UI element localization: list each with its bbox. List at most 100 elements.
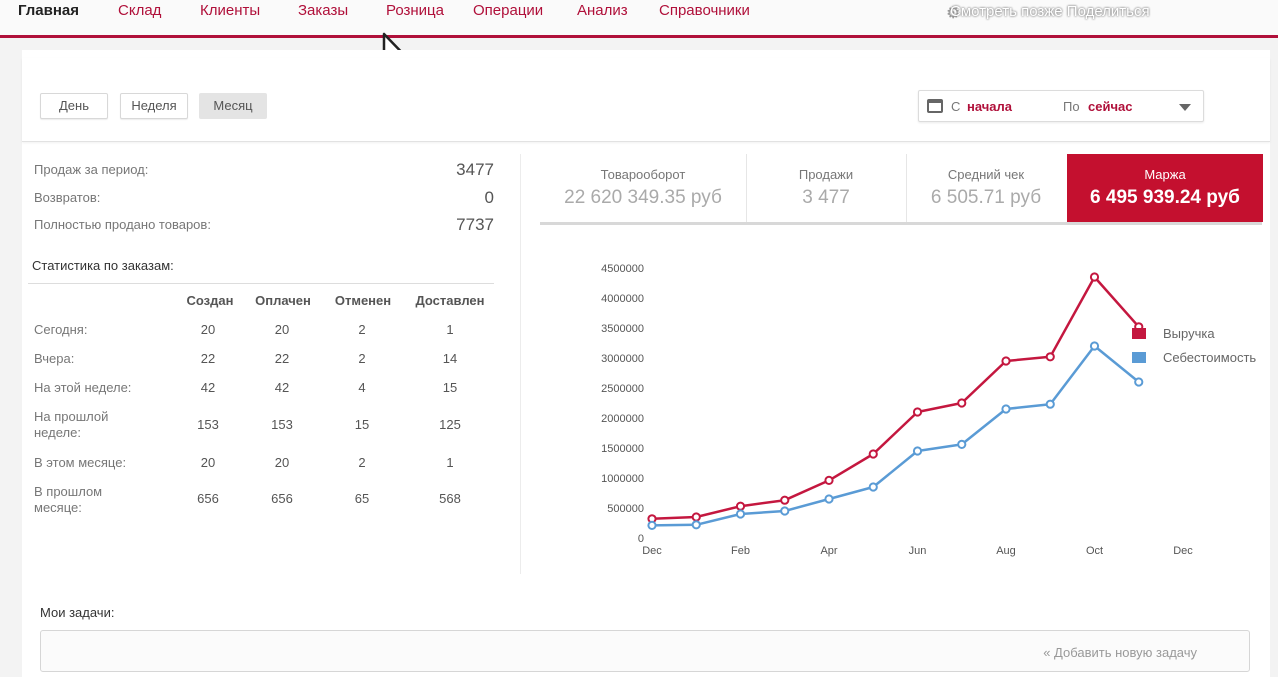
table-cell: 656 [271, 491, 293, 506]
legend-swatch [1132, 352, 1146, 363]
nav-item-operations[interactable]: Операции [473, 2, 544, 19]
data-point [735, 501, 746, 511]
x-tick-label: Apr [820, 545, 837, 557]
period-month-button[interactable]: Месяц [199, 93, 267, 119]
series-line-revenue [651, 275, 1140, 521]
table-cell: 125 [439, 417, 461, 432]
table-cell: 15 [354, 417, 370, 432]
kpi-tab-average-check[interactable]: Средний чек 6 505.71 руб [906, 154, 1066, 222]
orders-stats-title: Статистика по заказам: [32, 258, 174, 273]
y-tick-label: 0 [638, 533, 644, 545]
table-cell: 20 [274, 455, 290, 470]
y-tick-label: 2000000 [601, 413, 644, 425]
x-tick-label: Oct [1086, 545, 1103, 557]
stat-label: Полностью продано товаров: [34, 217, 211, 232]
video-overlay-actions[interactable]: Смотреть позже Поделиться [950, 3, 1150, 20]
data-point [1134, 377, 1144, 387]
date-range-select[interactable]: С начала По сейчас [918, 90, 1204, 122]
table-cell: 1 [446, 322, 454, 337]
date-from-value: начала [967, 99, 1013, 114]
period-week-button[interactable]: Неделя [120, 93, 188, 119]
data-point [647, 520, 657, 530]
row-label: На прошлой неделе: [34, 409, 109, 440]
table-cell: 42 [200, 380, 216, 395]
data-point [1089, 272, 1100, 282]
data-point [824, 475, 834, 485]
kpi-value: 6 495 939.24 руб [1090, 187, 1240, 208]
stat-items-sold: Полностью продано товаров: 7737 [34, 215, 494, 239]
y-tick-label: 1000000 [601, 473, 644, 485]
add-task-link[interactable]: « Добавить новую задачу [1043, 645, 1197, 660]
revenue-cost-chart: 0 500000 1000000 1500000 2000000 2500000 30000… [550, 246, 1270, 576]
x-tick-label: Dec [642, 545, 662, 557]
period-day-button[interactable]: День [40, 93, 108, 119]
data-point [824, 494, 834, 504]
kpi-label: Средний чек [947, 167, 1025, 182]
divider [906, 154, 907, 222]
table-cell: 22 [274, 351, 290, 366]
legend-label: Выручка [1163, 326, 1215, 341]
table-cell: 20 [274, 322, 290, 337]
date-from-label: С [951, 99, 961, 114]
data-point [957, 439, 967, 449]
legend-swatch [1132, 328, 1146, 339]
kpi-tab-turnover[interactable]: Товарооборот 22 620 349.35 руб [540, 154, 746, 222]
table-cell: 42 [274, 380, 290, 395]
table-cell: 20 [200, 322, 216, 337]
divider [28, 283, 494, 284]
table-cell: 20 [200, 455, 216, 470]
data-point [780, 495, 790, 505]
stat-sales: Продаж за период: 3477 [34, 160, 494, 184]
y-tick-label: 2500000 [601, 383, 644, 395]
data-point [912, 446, 923, 456]
gear-icon[interactable]: ⚙ [946, 5, 961, 22]
table-cell: 15 [442, 380, 458, 395]
row-label: Сегодня: [34, 322, 88, 337]
chevron-down-icon[interactable] [1179, 104, 1191, 111]
divider [520, 154, 521, 574]
legend-label: Себестоимость [1163, 350, 1256, 365]
nav-item-analysis[interactable]: Анализ [577, 2, 628, 19]
stat-label: Возвратов: [34, 190, 101, 205]
kpi-tab-sales[interactable]: Продажи 3 477 [746, 154, 906, 222]
stat-value: 0 [484, 188, 494, 207]
date-to-value: сейчас [1088, 99, 1133, 114]
kpi-value: 3 477 [802, 187, 850, 208]
data-point [1089, 341, 1100, 351]
data-point [1001, 356, 1011, 366]
kpi-label: Маржа [1144, 167, 1186, 182]
nav-item-home[interactable]: Главная [18, 2, 80, 19]
top-navigation: Главная Склад Клиенты Заказы Розница Опе… [0, 0, 1278, 38]
nav-item-orders[interactable]: Заказы [298, 2, 349, 19]
table-cell: 2 [358, 351, 366, 366]
y-tick-label: 4000000 [601, 293, 644, 305]
kpi-label: Товарооборот [600, 167, 686, 182]
y-tick-label: 3500000 [601, 323, 644, 335]
nav-item-warehouse[interactable]: Склад [118, 2, 162, 19]
table-cell: 14 [442, 351, 458, 366]
data-point [1001, 404, 1011, 414]
table-cell: 568 [439, 491, 461, 506]
table-cell: 1 [446, 455, 454, 470]
filter-bar: День Неделя Месяц С начала По сейчас [22, 58, 1270, 142]
table-cell: 22 [200, 351, 216, 366]
kpi-tab-margin[interactable]: Маржа 6 495 939.24 руб [1067, 154, 1263, 222]
column-header: Создан [186, 293, 234, 308]
row-label: В этом месяце: [34, 455, 127, 470]
data-point [780, 506, 790, 516]
kpi-underline [540, 222, 1262, 225]
nav-item-clients[interactable]: Клиенты [200, 2, 261, 19]
nav-item-retail[interactable]: Розница [386, 2, 444, 19]
data-point [1045, 399, 1055, 409]
stat-returns: Возвратов: 0 [34, 188, 494, 212]
nav-item-references[interactable]: Справочники [659, 2, 750, 19]
dashboard-panel: День Неделя Месяц С начала По сейчас Про… [22, 50, 1270, 677]
kpi-value: 6 505.71 руб [930, 187, 1042, 208]
data-point [1045, 352, 1055, 362]
table-cell: 153 [197, 417, 219, 432]
x-tick-label: Feb [731, 545, 750, 557]
stat-label: Продаж за период: [34, 162, 149, 177]
column-header: Доставлен [415, 293, 485, 308]
data-point [868, 482, 878, 492]
divider [746, 154, 747, 222]
